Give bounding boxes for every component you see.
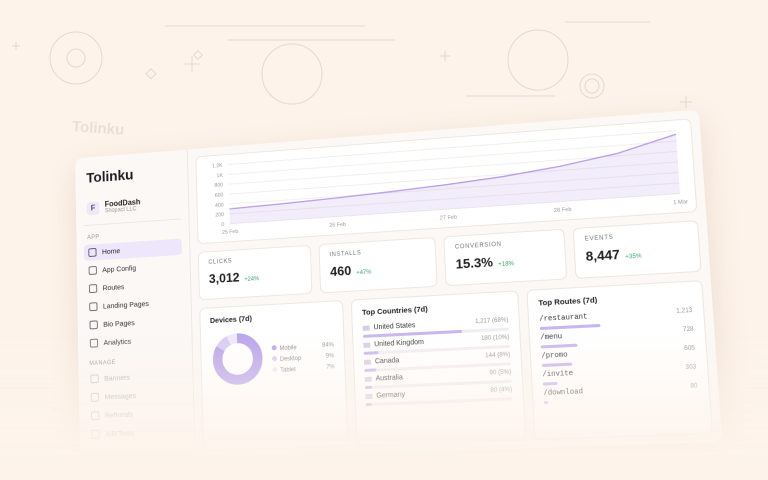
area (228, 134, 681, 224)
nav-label: App Config (102, 263, 137, 275)
dashboard: Tolinku F FoodDash Shopact LLC APP Home Ap… (75, 109, 723, 464)
stat-row: 460 +47% (330, 258, 426, 279)
stat-value: 3,012 (208, 269, 240, 287)
chart-card: 0 200 400 600 800 1K 1.2K 25 Feb 26 Feb 27 Feb 28 … (195, 118, 698, 245)
stat-card: CONVERSION 15.3% +18% (443, 228, 568, 287)
x-tick-label: 25 Feb (222, 229, 238, 236)
workspace-switcher[interactable]: F FoodDash Shopact LLC (83, 192, 182, 227)
workspace-info: FoodDash Shopact LLC (105, 198, 141, 215)
stat-change: +47% (356, 269, 372, 277)
y-tick-label: 1K (217, 173, 224, 179)
stat-value: 460 (329, 262, 352, 279)
x-tick-label: 28 Feb (554, 207, 572, 214)
nav-icon (88, 284, 98, 294)
stat-value: 8,447 (585, 246, 621, 264)
stat-change: +24% (244, 276, 260, 284)
route-value: 1,213 (676, 307, 693, 315)
stat-label: EVENTS (584, 234, 614, 243)
y-tick-label: 0 (221, 222, 224, 228)
nav-label: Routes (102, 282, 125, 293)
x-tick-label: 27 Feb (440, 214, 457, 221)
nav-icon (88, 247, 97, 258)
nav-label: Home (101, 246, 121, 257)
stat-change: +35% (625, 253, 642, 261)
nav-icon (89, 320, 98, 330)
stat-row: 3,012 +24% (209, 266, 302, 286)
workspace-org: Shopact LLC (104, 206, 137, 215)
panel-title: Devices (7d) (209, 313, 252, 325)
line-chart: 0 200 400 600 800 1K 1.2K 25 Feb 26 Feb 27 Feb 28 … (212, 119, 689, 236)
brand: Tolinku (86, 166, 134, 187)
nav-icon (88, 265, 97, 276)
nav-label: Landing Pages (102, 299, 149, 311)
nav-icon (89, 302, 98, 312)
stat-card: EVENTS 8,447 +35% (572, 220, 702, 279)
x-tick-label: 26 Feb (329, 222, 346, 229)
brand-ghost: Tolinku (71, 118, 125, 139)
country-value: 1,217 (68%) (474, 317, 509, 326)
stat-label: CLICKS (208, 258, 233, 266)
y-tick-label: 400 (215, 202, 224, 209)
stat-value: 15.3% (455, 254, 494, 272)
panel-title: Top Routes (7d) (538, 295, 598, 308)
y-tick-label: 1.2K (212, 163, 223, 170)
stat-row: 15.3% +18% (455, 251, 555, 272)
stat-label: CONVERSION (454, 241, 502, 251)
x-tick-label: 1 Mar (673, 199, 689, 206)
route-path: /restaurant (539, 313, 588, 324)
stat-card: CLICKS 3,012 +24% (197, 244, 313, 301)
stat-card: INSTALLS 460 +47% (318, 236, 438, 294)
stat-row: 8,447 +35% (585, 243, 689, 264)
y-tick-label: 600 (215, 192, 224, 199)
stat-change: +18% (498, 261, 515, 269)
workspace-avatar: F (86, 201, 100, 216)
nav-label: Bio Pages (103, 318, 135, 329)
panel-title: Top Countries (7d) (361, 304, 428, 317)
y-tick-label: 200 (215, 212, 224, 219)
main: 0 200 400 600 800 1K 1.2K 25 Feb 26 Feb 27 Feb 28 … (188, 110, 722, 460)
stat-label: INSTALLS (329, 250, 362, 259)
y-tick-label: 800 (215, 183, 224, 190)
bottom-fade (0, 330, 768, 480)
